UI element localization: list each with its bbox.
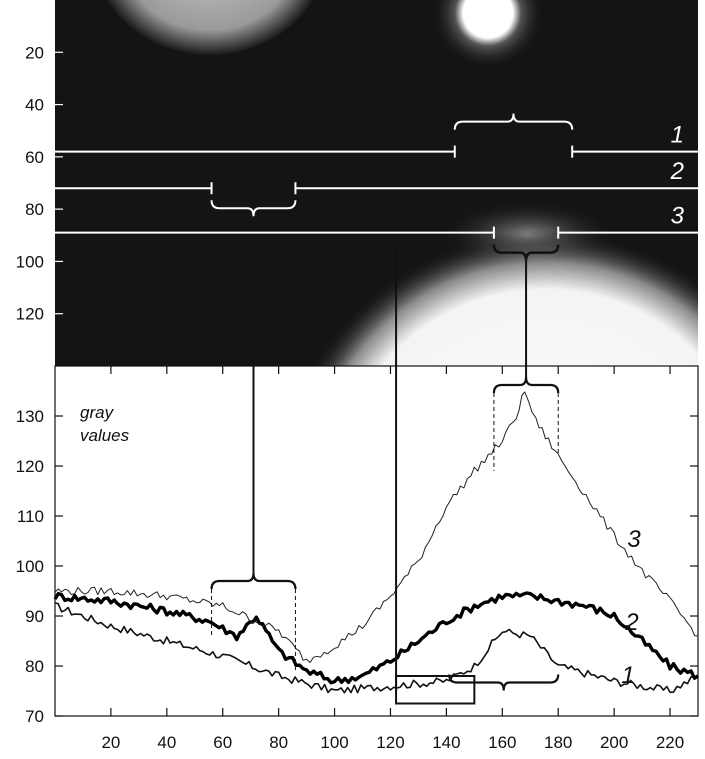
series-line-2 bbox=[53, 591, 699, 685]
y-tick-label: 100 bbox=[16, 557, 44, 576]
profile-label-1: 1 bbox=[671, 122, 684, 149]
image-brace-1 bbox=[453, 113, 574, 130]
image-brace-3 bbox=[492, 244, 560, 261]
y-tick-label: 80 bbox=[25, 657, 44, 676]
y-axis-label-line-1: gray bbox=[80, 403, 115, 422]
y-tick-label: 120 bbox=[16, 457, 44, 476]
y-tick-label: 130 bbox=[16, 407, 44, 426]
x-tick-label: 40 bbox=[157, 733, 176, 752]
image-y-tick-label: 20 bbox=[25, 43, 44, 62]
y-tick-label: 90 bbox=[25, 607, 44, 626]
image-y-tick-label: 100 bbox=[16, 252, 44, 271]
series-label-1: 1 bbox=[621, 662, 634, 689]
series-label-2: 2 bbox=[624, 609, 638, 636]
x-tick-label: 20 bbox=[101, 733, 120, 752]
image-y-tick-label: 120 bbox=[16, 305, 44, 324]
image-y-tick-label: 60 bbox=[25, 148, 44, 167]
series-line-3 bbox=[54, 391, 699, 663]
x-tick-label: 120 bbox=[376, 733, 404, 752]
connector-lines bbox=[395, 246, 528, 691]
profile-label-3: 3 bbox=[671, 203, 685, 230]
profile-label-2: 2 bbox=[670, 158, 684, 185]
x-tick-label: 180 bbox=[544, 733, 572, 752]
x-tick-label: 80 bbox=[269, 733, 288, 752]
x-tick-label: 220 bbox=[656, 733, 684, 752]
x-tick-label: 140 bbox=[432, 733, 460, 752]
series-label-3: 3 bbox=[627, 526, 641, 553]
y-tick-label: 70 bbox=[25, 707, 44, 726]
y-tick-label: 110 bbox=[17, 507, 44, 526]
image-y-tick-label: 40 bbox=[25, 96, 44, 115]
x-tick-label: 200 bbox=[600, 733, 628, 752]
series-line-1 bbox=[54, 602, 699, 694]
image-y-tick-label: 80 bbox=[25, 200, 44, 219]
x-tick-label: 160 bbox=[488, 733, 516, 752]
gray-value-plot-panel: gray values 20 40 60 80 100 120 140 160 180 200 22… bbox=[16, 365, 699, 752]
plot-brace-c bbox=[448, 674, 560, 691]
grayscale-image-panel: 20 40 60 80 100 120 1 2 3 bbox=[16, 0, 698, 366]
y-axis-label-line-2: values bbox=[80, 426, 130, 445]
x-tick-label: 100 bbox=[320, 733, 348, 752]
x-tick-label: 60 bbox=[213, 733, 232, 752]
